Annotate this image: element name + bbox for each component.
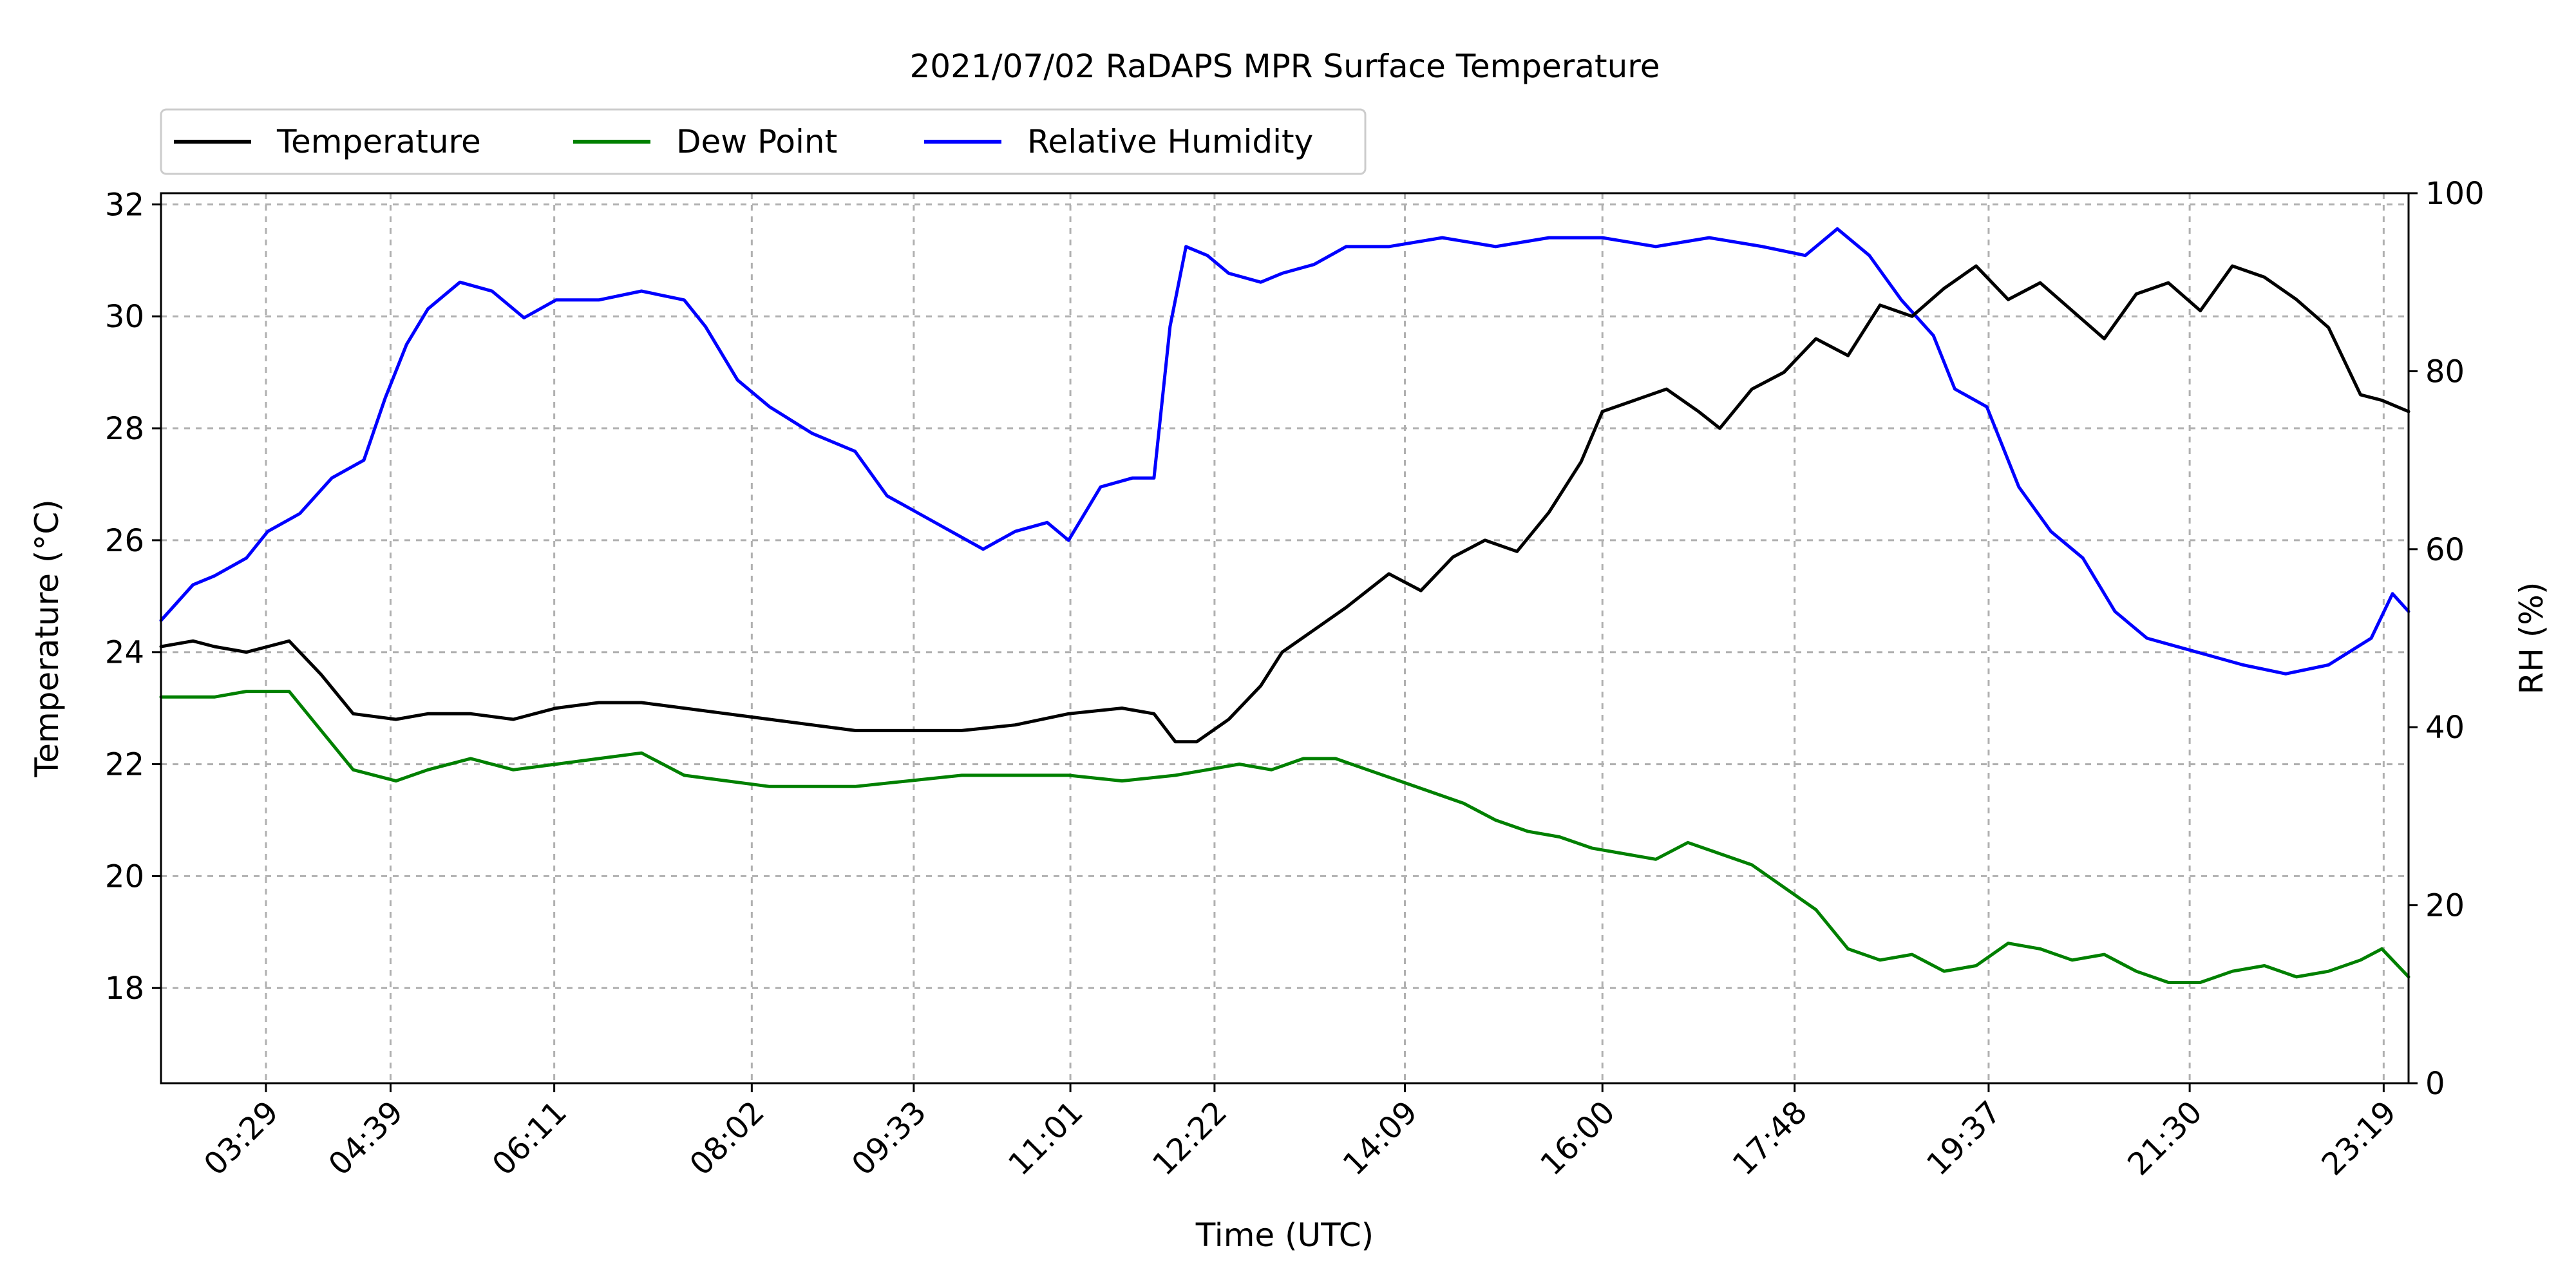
legend-label: Temperature <box>276 123 481 160</box>
right-y-axis: 0 20 40 60 80 100 <box>2409 176 2485 1102</box>
legend-label: Relative Humidity <box>1027 123 1313 160</box>
y-left-tick-label: 30 <box>105 299 144 335</box>
left-y-axis: 18 20 22 24 26 28 30 32 <box>105 187 161 1007</box>
y-left-tick-label: 18 <box>105 971 144 1007</box>
series-line-temperature <box>159 264 2410 744</box>
chart-title: 2021/07/02 RaDAPS MPR Surface Temperatur… <box>910 48 1660 85</box>
y-left-tick-label: 32 <box>105 187 144 223</box>
plot-frame <box>160 192 2410 1084</box>
legend-entries: Temperature Dew Point Relative Humidity <box>174 123 1313 160</box>
x-axis-label: Time (UTC) <box>1195 1217 1374 1254</box>
y-left-tick-label: 22 <box>105 747 144 783</box>
grid <box>161 193 2409 1083</box>
legend-box <box>160 108 1367 175</box>
y-left-tick-label: 28 <box>105 411 144 447</box>
legend-label: Dew Point <box>676 123 837 160</box>
series-lines <box>159 227 2410 984</box>
y-right-tick-label: 80 <box>2425 354 2465 390</box>
series-line-relative-humidity <box>159 227 2410 676</box>
y-left-tick-label: 24 <box>105 635 144 671</box>
y-right-tick-label: 0 <box>2425 1066 2445 1102</box>
y-axis-label-right: RH (%) <box>2513 582 2550 695</box>
y-left-tick-label: 20 <box>105 858 144 895</box>
y-left-tick-label: 26 <box>105 523 144 559</box>
y-right-tick-label: 20 <box>2425 888 2465 924</box>
y-right-tick-label: 40 <box>2425 710 2465 746</box>
y-axis-label-left: Temperature (°C) <box>28 499 66 778</box>
y-right-tick-label: 100 <box>2425 176 2485 212</box>
legend: Temperature Dew Point Relative Humidity <box>160 108 1367 175</box>
y-right-tick-label: 60 <box>2425 532 2465 568</box>
series-line-dew-point <box>159 690 2410 984</box>
